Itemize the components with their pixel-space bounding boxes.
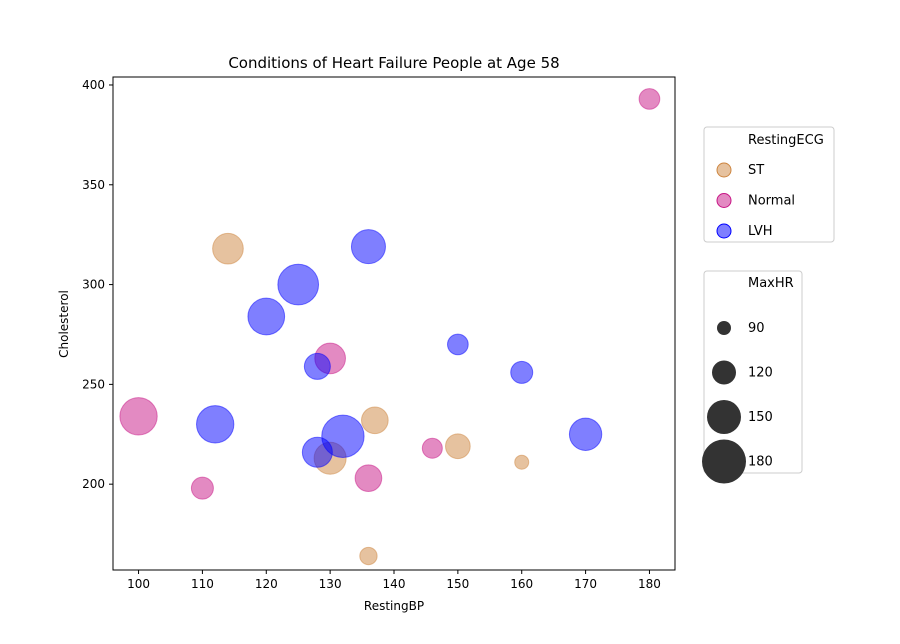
size-legend-label: 120 xyxy=(748,366,773,381)
size-legend-label: 150 xyxy=(748,410,773,425)
size-legend-marker xyxy=(706,399,742,435)
x-tick-label: 170 xyxy=(574,577,597,591)
y-tick-label: 400 xyxy=(82,78,105,92)
color-legend-box xyxy=(703,126,835,243)
data-point-normal xyxy=(421,437,443,459)
data-point-lvh xyxy=(247,297,286,336)
x-tick-label: 110 xyxy=(191,577,214,591)
legend-marker-normal xyxy=(716,193,732,208)
y-axis-label: Cholesterol xyxy=(57,290,71,358)
legend-label-st: ST xyxy=(748,163,764,178)
size-legend-entries: 90 120 150 180 xyxy=(701,321,773,484)
color-legend-entries: ST Normal LVH xyxy=(716,162,795,239)
color-legend-title: RestingECG xyxy=(748,133,824,148)
y-tick-label: 200 xyxy=(82,477,105,491)
x-tick-label: 100 xyxy=(127,577,150,591)
size-legend-marker xyxy=(701,439,747,484)
size-legend-label: 180 xyxy=(748,455,773,470)
data-point-lvh xyxy=(447,333,469,356)
data-point-st xyxy=(212,232,244,265)
x-tick-label: 130 xyxy=(319,577,342,591)
size-legend-marker xyxy=(711,360,737,385)
data-point-st xyxy=(445,433,471,460)
data-points xyxy=(119,88,661,566)
plot-area-frame xyxy=(112,76,676,571)
data-point-normal xyxy=(638,88,661,110)
data-point-lvh xyxy=(303,352,331,380)
legend-label-lvh: LVH xyxy=(748,224,772,239)
y-tick-label: 350 xyxy=(82,178,105,192)
data-point-normal xyxy=(190,476,214,500)
data-point-st xyxy=(361,406,389,435)
data-point-normal xyxy=(354,464,383,493)
data-point-lvh xyxy=(510,360,534,384)
x-axis-label: RestingBP xyxy=(364,599,424,613)
size-legend-marker xyxy=(717,321,731,335)
x-tick-label: 150 xyxy=(446,577,469,591)
size-legend-title: MaxHR xyxy=(748,276,794,291)
data-point-st xyxy=(514,454,530,470)
data-point-normal xyxy=(119,397,158,436)
data-point-lvh xyxy=(350,229,386,265)
data-point-st xyxy=(359,546,378,566)
size-legend: MaxHR 90 120 150 180 xyxy=(701,270,803,484)
data-point-lvh xyxy=(277,263,320,306)
axis-ticks: 100 110 120 130 140 150 160 170 180 200 250 300 350 4… xyxy=(82,78,661,591)
data-point-lvh xyxy=(321,414,365,458)
data-point-lvh xyxy=(196,405,235,444)
x-tick-label: 120 xyxy=(255,577,278,591)
x-tick-label: 160 xyxy=(510,577,533,591)
data-point-lvh xyxy=(301,436,333,468)
x-tick-label: 180 xyxy=(638,577,661,591)
x-tick-label: 140 xyxy=(383,577,406,591)
chart-title: Conditions of Heart Failure People at Ag… xyxy=(228,54,559,72)
y-tick-label: 250 xyxy=(82,377,105,391)
size-legend-label: 90 xyxy=(748,321,765,336)
color-legend: RestingECG ST Normal LVH xyxy=(703,126,835,243)
y-tick-label: 300 xyxy=(82,278,105,292)
legend-label-normal: Normal xyxy=(748,194,795,209)
legend-marker-st xyxy=(716,162,732,178)
data-point-lvh xyxy=(568,417,603,451)
legend-marker-lvh xyxy=(716,223,732,239)
